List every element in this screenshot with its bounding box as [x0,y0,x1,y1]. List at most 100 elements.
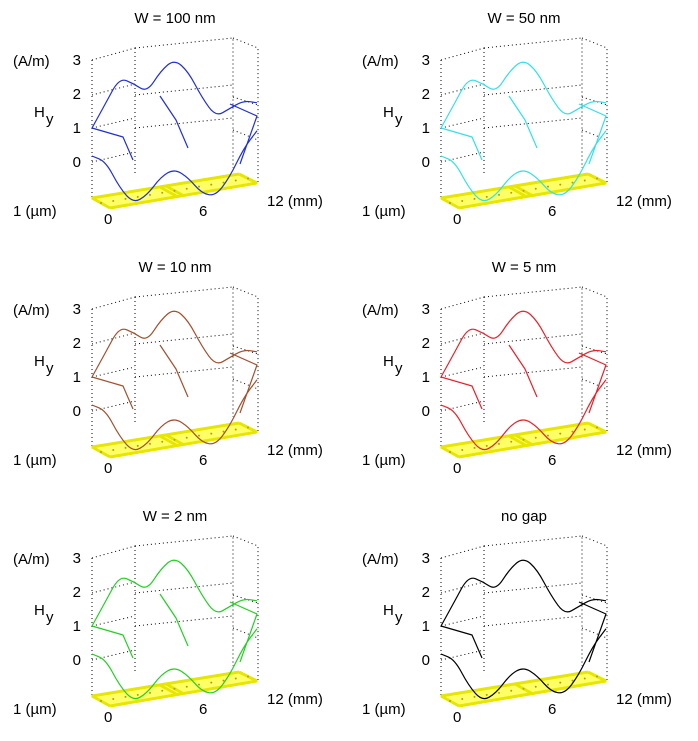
grid-line [232,286,259,431]
base-strip-dot [510,440,513,443]
grid-line [483,84,583,96]
base-strip-dot [583,179,586,182]
base-strip-dot [210,183,213,186]
base-strip-dot [596,426,598,429]
base-strip-divider [159,434,179,448]
z-tick-label: 0 [73,652,81,669]
base-strip-dot [596,177,598,180]
base-strip-dot [596,675,598,678]
x-tick-label: 0 [453,709,461,726]
base-strip-dot [559,681,562,684]
grid-line [134,366,234,378]
grid-line [91,117,136,129]
grid-line [483,37,583,168]
data-line [159,593,189,647]
base-strip-dot [198,434,200,437]
x-tick-label: 6 [548,452,556,469]
z-unit-label: (A/m) [13,53,50,70]
base-strip-divider [159,185,179,199]
base-strip-edge [440,172,589,200]
base-strip-divider [159,683,179,697]
data-line [578,601,607,663]
data-line [159,344,189,398]
base-strip-edge [91,172,240,200]
base-strip-dot [571,679,574,682]
z-tick-label: 1 [73,618,81,635]
grid-line [581,627,608,639]
base-strip-dot [173,687,176,690]
grid-line [440,296,485,310]
base-strip-dot [559,183,562,186]
grid-line [232,129,259,141]
grid-line [483,366,583,378]
chart-svg: W = 100 nm 3 2 1 0 (A/m) H y 0 6 12 (mm) 1 (µm) [13,10,323,228]
chart-title: W = 2 nm [143,508,208,525]
z-tick-label: 3 [73,550,81,567]
z-axis-label-sub: y [46,360,54,377]
data-line [159,95,189,149]
x-tick-label: 12 (mm) [616,691,672,708]
grid-line [440,117,485,129]
base-strip-dot [234,179,237,182]
z-unit-label: (A/m) [13,302,50,319]
z-tick-label: 2 [422,584,430,601]
chart-title: W = 100 nm [134,10,215,27]
grid-line [440,581,485,594]
base-strip-dot [173,189,176,192]
grid-line [581,378,608,390]
z-axis-label: H [383,104,394,121]
base-strip-edge [91,670,240,698]
data-line [229,601,258,663]
base-strip-dot [173,438,176,441]
x-tick-label: 6 [548,203,556,220]
z-tick-label: 2 [422,335,430,352]
grid-line [91,545,136,559]
base-strip-edge [440,421,589,449]
z-tick-label: 0 [73,403,81,420]
grid-line [581,96,608,106]
data-line [440,127,483,161]
grid-line [440,83,485,96]
x-tick-label: 12 (mm) [267,442,323,459]
base-strip-dot [136,444,139,447]
chart-title: no gap [501,508,547,525]
base-strip-dot [485,195,488,198]
chart-svg: W = 5 nm 3 2 1 0 (A/m) H y 0 6 12 (mm) 1 (µm) [362,259,672,477]
grid-line [134,37,234,168]
grid-line [91,83,136,96]
grid-line [232,96,259,106]
base-strip-dot [485,693,488,696]
grid-line [232,345,259,355]
base-strip-dot [498,691,500,694]
base-strip-dot [185,436,188,439]
y-tick-label: 1 (µm) [13,701,57,718]
z-tick-label: 2 [73,335,81,352]
base-strip-dot [498,193,500,196]
data-line [229,352,258,414]
chart-title: W = 10 nm [139,259,212,276]
base-strip-dot [124,197,127,200]
base-strip-dot [461,448,464,451]
base-strip-dot [547,683,549,686]
z-axis-label: H [383,353,394,370]
grid-line [232,535,259,680]
data-line [440,310,607,378]
z-axis-label-sub: y [395,111,403,128]
data-line [440,628,607,700]
grid-line [91,366,136,378]
base-strip-dot [461,199,464,202]
base-strip-dot [473,695,476,698]
grid-line [134,582,234,594]
x-tick-label: 6 [548,701,556,718]
base-strip-dot [571,181,574,184]
grid-line [440,649,485,661]
base-strip-dot [100,700,102,702]
chart-title: W = 50 nm [488,10,561,27]
chart-svg: W = 10 nm 3 2 1 0 (A/m) H y 0 6 12 (mm) 1 (µm) [13,259,323,477]
base-strip-dot [222,430,225,433]
base-strip-dot [247,426,249,429]
base-strip-dot [247,675,249,678]
